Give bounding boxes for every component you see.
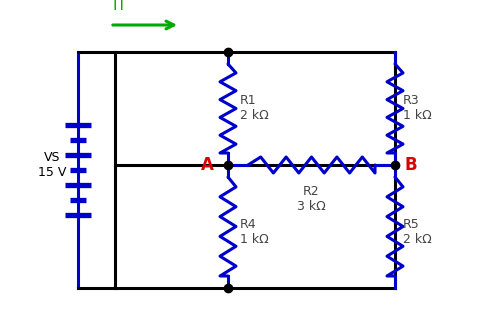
- Text: R4
1 kΩ: R4 1 kΩ: [239, 218, 268, 246]
- Text: R5
2 kΩ: R5 2 kΩ: [402, 218, 431, 246]
- Text: VS
15 V: VS 15 V: [38, 151, 66, 179]
- Text: R1
2 kΩ: R1 2 kΩ: [239, 94, 268, 122]
- Text: B: B: [404, 156, 417, 174]
- Text: $\overline{\rm IT}$: $\overline{\rm IT}$: [112, 0, 128, 15]
- Text: R2
3 kΩ: R2 3 kΩ: [297, 185, 325, 213]
- Text: R3
1 kΩ: R3 1 kΩ: [402, 94, 431, 122]
- Text: A: A: [201, 156, 213, 174]
